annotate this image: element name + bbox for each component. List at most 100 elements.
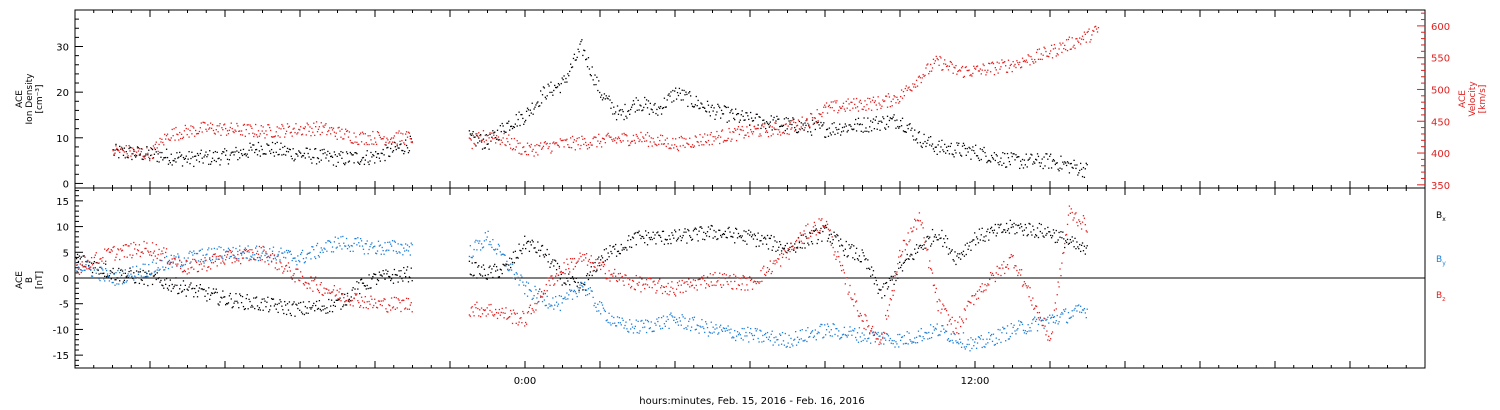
Bx-point — [1000, 223, 1002, 225]
Bx-point — [478, 265, 480, 267]
Bz-point — [506, 318, 508, 320]
velocity-point — [946, 65, 949, 67]
Bx-point — [951, 249, 953, 251]
density-point — [930, 145, 933, 147]
velocity-point — [312, 131, 314, 133]
velocity-point — [885, 95, 887, 97]
density-point — [1083, 176, 1086, 178]
Bz-point — [302, 283, 305, 285]
By-point — [900, 339, 902, 342]
Bx-point — [203, 288, 205, 291]
velocity-point — [329, 127, 331, 129]
density-point — [643, 106, 645, 109]
density-point — [845, 125, 847, 127]
velocity-point — [405, 133, 407, 135]
velocity-point — [361, 131, 364, 133]
density-point — [735, 108, 737, 110]
density-point — [515, 114, 517, 116]
Bz-point — [110, 249, 112, 251]
Bx-point — [854, 258, 856, 261]
Bx-point — [720, 236, 723, 238]
Bx-point — [811, 243, 814, 245]
Bx-point — [672, 234, 674, 236]
Bx-point — [252, 306, 254, 308]
By-point — [571, 298, 574, 300]
Bz-point — [130, 243, 132, 245]
By-point — [83, 269, 85, 272]
By-point — [486, 236, 488, 238]
Bz-point — [330, 292, 332, 295]
velocity-point — [787, 125, 789, 127]
density-point — [169, 162, 171, 164]
density-point — [780, 125, 782, 128]
By-point — [362, 248, 365, 250]
Bz-point — [660, 285, 663, 287]
velocity-point — [300, 126, 302, 128]
By-point — [609, 322, 611, 324]
By-point — [1072, 315, 1074, 317]
density-point — [700, 102, 702, 104]
density-point — [768, 126, 771, 128]
density-point — [752, 119, 755, 122]
y-tick-label-right: 600 — [1431, 22, 1450, 33]
Bx-point — [729, 231, 731, 233]
density-point — [225, 150, 228, 152]
Bx-point — [385, 269, 387, 271]
By-point — [658, 317, 660, 319]
Bz-point — [77, 268, 80, 270]
density-point — [309, 148, 311, 151]
Bx-point — [665, 239, 667, 241]
velocity-point — [1011, 70, 1013, 73]
By-point — [566, 292, 568, 294]
velocity-point — [950, 61, 952, 64]
density-point — [269, 150, 271, 152]
Bx-point — [255, 297, 257, 299]
Bz-point — [388, 304, 390, 306]
By-point — [349, 250, 351, 253]
By-point — [921, 339, 923, 342]
By-point — [161, 259, 163, 262]
Bz-point — [544, 292, 546, 295]
By-point — [291, 259, 293, 262]
density-point — [194, 155, 196, 158]
velocity-point — [874, 100, 876, 102]
velocity-point — [621, 133, 623, 135]
velocity-point — [1043, 46, 1045, 48]
Bz-point — [573, 257, 576, 260]
velocity-point — [265, 130, 267, 132]
Bz-point — [281, 265, 283, 268]
Bx-point — [296, 304, 298, 306]
velocity-point — [957, 70, 959, 73]
velocity-point — [266, 134, 268, 136]
density-point — [698, 107, 700, 110]
By-point — [370, 243, 372, 246]
Bx-point — [659, 234, 661, 237]
density-point — [351, 154, 353, 156]
By-point — [833, 323, 835, 326]
density-point — [760, 127, 762, 130]
density-point — [301, 155, 304, 157]
density-point — [936, 153, 938, 156]
By-point — [889, 337, 891, 340]
By-point — [84, 269, 86, 271]
velocity-point — [799, 128, 801, 131]
x-tick-label: 0:00 — [514, 376, 536, 387]
velocity-point — [309, 126, 311, 128]
density-point — [982, 150, 984, 153]
velocity-point — [671, 144, 673, 146]
field-ylabel-line: [nT] — [35, 271, 45, 289]
Bx-point — [865, 258, 867, 260]
Bx-point — [733, 232, 735, 234]
Bx-point — [93, 260, 96, 263]
velocity-point — [1095, 25, 1097, 28]
density-point — [878, 120, 880, 122]
Bx-point — [1030, 231, 1032, 233]
Bz-point — [316, 288, 319, 290]
velocity-point — [629, 144, 631, 146]
y-tick-label-left: 10 — [56, 223, 69, 234]
velocity-point — [712, 135, 714, 138]
density-point — [828, 127, 831, 129]
By-point — [918, 335, 921, 337]
Bz-point — [478, 315, 480, 317]
density-point — [836, 129, 838, 131]
